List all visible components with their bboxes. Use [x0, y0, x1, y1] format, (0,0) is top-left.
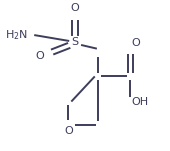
Text: O: O	[71, 3, 79, 13]
Text: O: O	[64, 126, 73, 136]
Text: OH: OH	[132, 96, 149, 107]
Text: O: O	[35, 51, 44, 61]
Text: H$_2$N: H$_2$N	[5, 28, 28, 42]
Text: S: S	[71, 37, 79, 47]
Text: O: O	[132, 38, 141, 48]
